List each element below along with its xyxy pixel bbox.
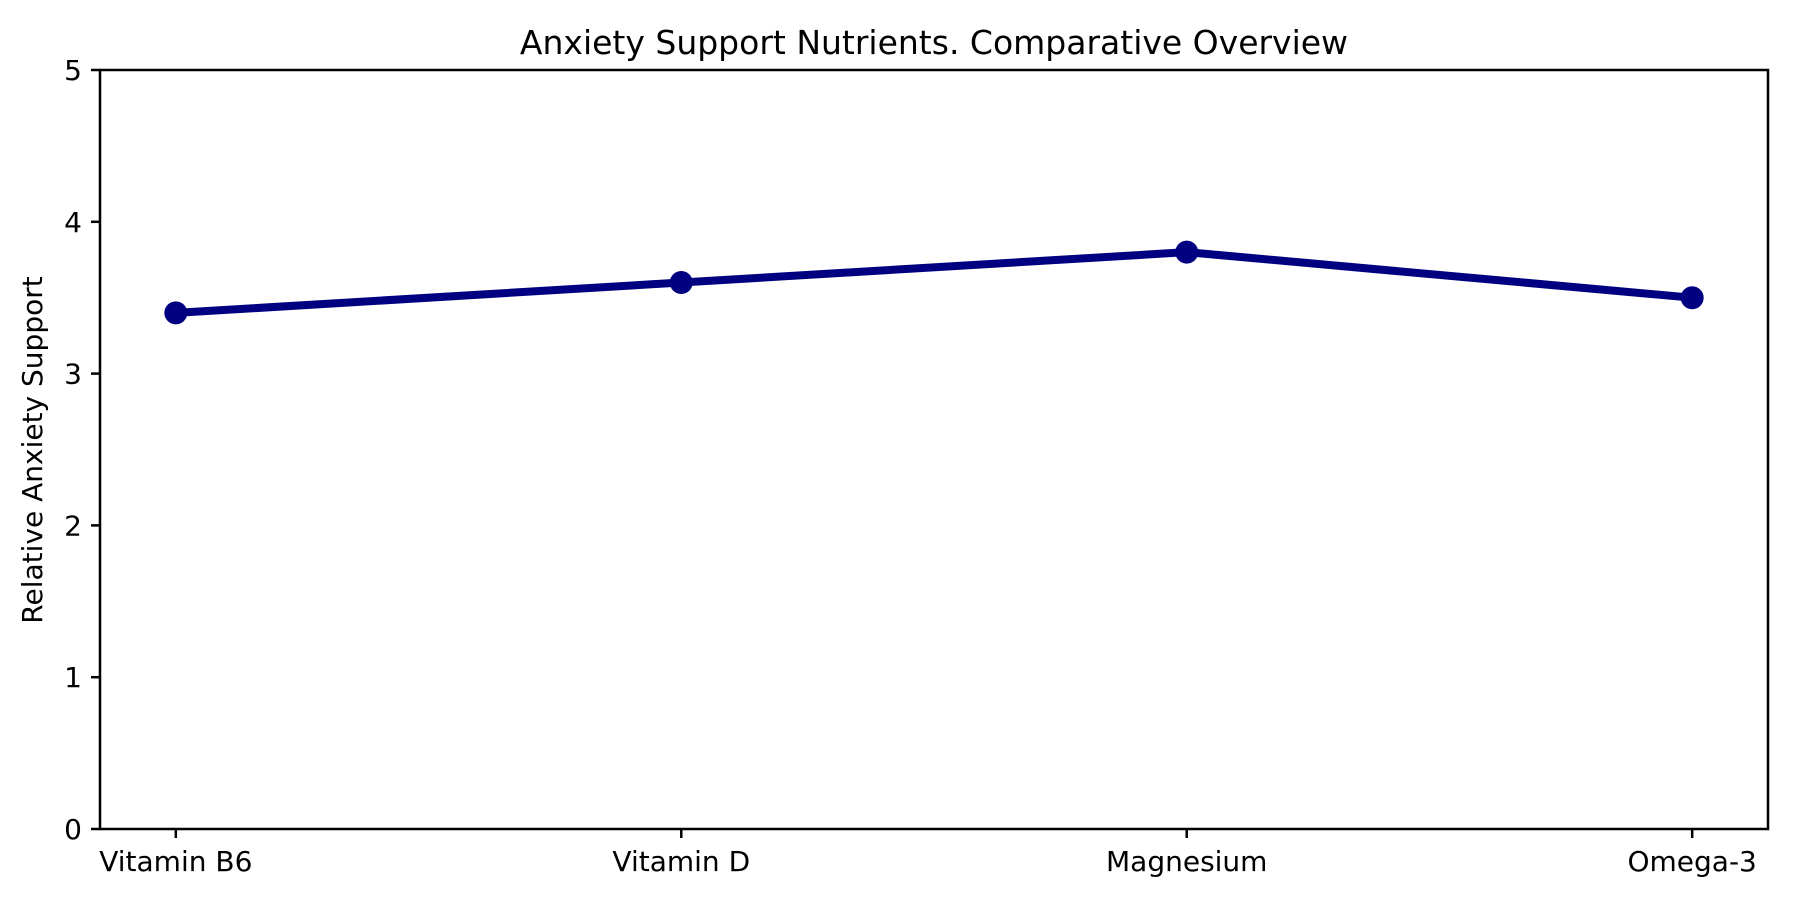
y-tick-label: 4	[64, 206, 82, 239]
data-line	[171, 248, 1697, 317]
y-tick-label: 3	[64, 358, 82, 391]
x-tick-label: Omega-3	[1627, 845, 1756, 878]
y-axis-label: Relative Anxiety Support	[16, 276, 49, 623]
x-tick-label: Vitamin B6	[99, 845, 252, 878]
x-tick-label: Magnesium	[1106, 845, 1267, 878]
chart-title: Anxiety Support Nutrients. Comparative O…	[520, 23, 1348, 62]
y-tick-label: 5	[64, 54, 82, 87]
y-tick-label: 1	[64, 661, 82, 694]
axes: 0 1 2 3 4 5 Vitamin B6 Vitamin D Magnesium Omega-…	[64, 54, 1770, 878]
y-tick-label: 2	[64, 509, 82, 542]
y-tick-label: 0	[64, 813, 82, 846]
data-point	[164, 301, 188, 325]
data-point	[1680, 286, 1704, 310]
x-tick-label: Vitamin D	[612, 845, 750, 878]
line-series	[164, 240, 1704, 325]
data-point	[669, 271, 693, 295]
data-point	[1175, 240, 1199, 264]
plot-border	[98, 68, 1770, 831]
